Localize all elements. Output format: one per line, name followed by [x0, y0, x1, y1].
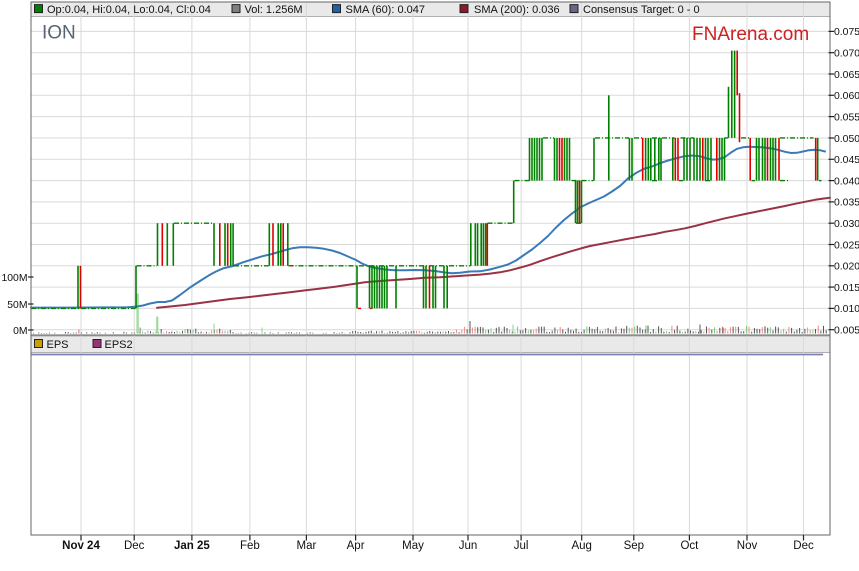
svg-text:May: May — [402, 540, 424, 552]
svg-text:Jul: Jul — [514, 540, 529, 552]
svg-text:EPS: EPS — [47, 339, 69, 351]
svg-text:Oct: Oct — [680, 540, 699, 552]
svg-text:0.025: 0.025 — [834, 240, 859, 251]
svg-text:0.055: 0.055 — [834, 112, 859, 123]
svg-text:Sep: Sep — [624, 540, 644, 552]
svg-text:Nov: Nov — [737, 540, 758, 552]
svg-text:EPS2: EPS2 — [105, 339, 133, 351]
svg-text:0.040: 0.040 — [834, 176, 859, 187]
svg-text:0.035: 0.035 — [834, 198, 859, 209]
svg-text:Dec: Dec — [124, 540, 145, 552]
svg-text:0.010: 0.010 — [834, 304, 859, 315]
svg-text:Op:0.04, Hi:0.04, Lo:0.04, Cl:: Op:0.04, Hi:0.04, Lo:0.04, Cl:0.04 — [47, 4, 211, 16]
svg-text:Consensus Target: 0 - 0: Consensus Target: 0 - 0 — [583, 4, 700, 16]
svg-text:0.045: 0.045 — [834, 155, 859, 166]
svg-text:0.030: 0.030 — [834, 219, 859, 230]
svg-text:SMA (60): 0.047: SMA (60): 0.047 — [346, 4, 426, 16]
svg-text:0.015: 0.015 — [834, 283, 859, 294]
svg-text:Nov 24: Nov 24 — [62, 540, 100, 552]
svg-text:Jun: Jun — [459, 540, 478, 552]
svg-text:SMA (200): 0.036: SMA (200): 0.036 — [474, 4, 560, 16]
svg-text:0.070: 0.070 — [834, 49, 859, 60]
svg-text:Vol: 1.256M: Vol: 1.256M — [245, 4, 303, 16]
svg-text:Dec: Dec — [793, 540, 814, 552]
svg-text:0.060: 0.060 — [834, 91, 859, 102]
svg-text:Jan 25: Jan 25 — [174, 540, 210, 552]
svg-text:0.050: 0.050 — [834, 134, 859, 145]
svg-text:FNArena.com: FNArena.com — [692, 24, 809, 45]
svg-text:Feb: Feb — [240, 540, 260, 552]
svg-text:Mar: Mar — [296, 540, 316, 552]
svg-text:ION: ION — [42, 23, 76, 44]
svg-text:100M: 100M — [2, 273, 28, 284]
svg-text:0.075: 0.075 — [834, 27, 859, 38]
svg-text:Aug: Aug — [571, 540, 591, 552]
svg-text:Apr: Apr — [347, 540, 365, 552]
svg-text:0.065: 0.065 — [834, 70, 859, 81]
svg-text:50M: 50M — [7, 300, 27, 311]
svg-text:0.005: 0.005 — [834, 326, 859, 337]
svg-text:0.020: 0.020 — [834, 262, 859, 273]
svg-text:0M: 0M — [13, 326, 27, 337]
